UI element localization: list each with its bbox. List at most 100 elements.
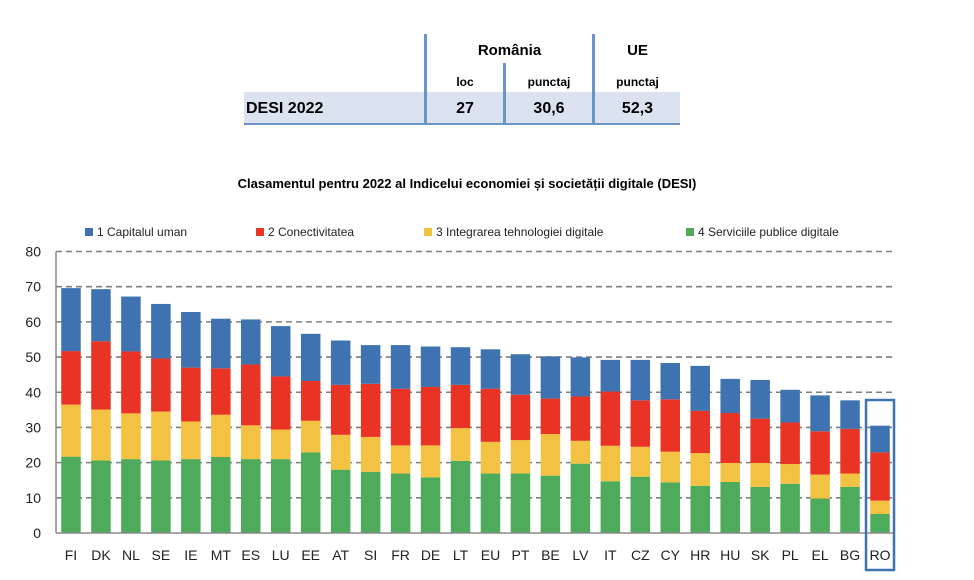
bar-segment-series1 [211,318,231,369]
bar-stack-el [810,395,830,533]
x-tick-label: PL [782,547,799,563]
highlight-layer [864,398,896,572]
bar-stack-dk [91,289,111,533]
bar-segment-series3 [660,451,681,483]
bar-segment-series3 [480,441,501,474]
bar-stack-lv [570,357,591,533]
bar-segment-series2 [121,351,141,414]
bar-segment-series2 [241,364,261,426]
x-tick-label: ES [241,547,260,563]
x-tick-label: RO [870,547,891,563]
bar-segment-series4 [241,459,261,533]
bar-segment-series1 [750,379,770,419]
bar-segment-series3 [91,409,111,461]
x-tick-label: EE [301,547,320,563]
bar-segment-series2 [360,383,381,437]
bar-segment-series3 [570,440,591,464]
bar-segment-series3 [600,445,621,482]
bar-segment-series2 [690,410,710,454]
bar-segment-series4 [420,477,441,533]
bar-segment-series3 [510,440,531,474]
bar-segment-series1 [390,345,411,389]
bar-stack-hu [720,378,740,533]
chart-legend: 1 Capitalul uman 2 Conectivitatea 3 Inte… [0,225,974,241]
bar-segment-series1 [630,359,651,401]
bar-stack-ro [870,425,890,533]
bar-stack-si [360,345,381,533]
bar-segment-series4 [810,498,830,533]
y-tick-label: 80 [25,244,41,260]
x-axis-labels: FI DK NL SE IE MT ES LU EE AT SI FR DE LT EU PT BE LV IT CZ… [65,547,891,563]
bar-segment-series4 [630,476,651,533]
bar-segment-series2 [780,422,800,465]
bar-stack-lt [450,347,471,533]
bar-segment-series4 [690,485,710,533]
bar-segment-series2 [660,399,681,452]
bar-segment-series4 [660,482,681,533]
bar-segment-series2 [720,413,740,463]
axes [55,251,895,534]
row-label-desi: DESI 2022 [246,100,324,117]
bar-segment-series1 [91,289,111,342]
bar-segment-series4 [510,473,531,533]
bar-segment-series3 [690,453,710,486]
bar-segment-series4 [61,456,81,533]
y-tick-label: 10 [25,490,41,506]
bar-segment-series1 [810,395,830,432]
bar-segment-series3 [840,473,860,487]
summary-divider-2 [503,63,506,125]
x-tick-label: NL [122,547,140,563]
bar-segment-series4 [570,463,591,533]
legend-item-capital-uman: 1 Capitalul uman [85,225,187,239]
bar-stack-fi [61,288,81,533]
bar-segment-series2 [390,388,411,446]
bar-segment-series1 [360,345,381,384]
bar-segment-series4 [181,459,201,533]
bar-segment-series2 [570,396,591,441]
bar-stack-it [600,359,621,533]
subheader-loc: loc [456,75,474,89]
bar-segment-series1 [450,347,471,385]
x-tick-label: BG [840,547,860,563]
bar-segment-series2 [630,400,651,447]
bar-segment-series3 [360,436,381,472]
bar-segment-series4 [840,486,860,533]
bar-segment-series2 [270,376,291,430]
x-tick-label: LU [272,547,290,563]
x-tick-label: CZ [631,547,650,563]
bar-stack-mt [211,318,231,533]
bar-stack-ie [181,312,201,533]
bar-segment-series3 [750,462,770,487]
x-tick-label: HR [690,547,710,563]
bar-segment-series3 [61,404,81,457]
stacked-bar-chart: 0 10 20 30 40 50 60 70 80 FI DK NL SE IE MT ES LU EE AT SI… [25,244,896,572]
bar-segment-series1 [300,333,321,381]
bar-segment-series2 [540,398,561,435]
bar-segment-series3 [390,445,411,474]
bar-segment-series3 [810,474,830,499]
bar-segment-series4 [720,481,740,533]
bar-segment-series2 [420,386,441,446]
bar-segment-series3 [870,500,890,514]
x-tick-label: CY [661,547,681,563]
bar-stack-pt [510,354,531,533]
highlight-box-ro [864,398,896,572]
bar-segment-series3 [300,420,321,453]
bar-segment-series1 [330,340,351,385]
bar-segment-series4 [211,456,231,533]
bar-segment-series4 [300,452,321,533]
bar-segment-series3 [450,428,471,461]
legend-swatch-yellow [424,228,432,236]
ro-rank-value: 27 [456,100,474,117]
bar-segment-series3 [780,464,800,484]
bar-segment-series4 [330,469,351,533]
legend-item-conectivitate: 2 Conectivitatea [256,225,354,239]
header-romania: România [477,42,542,59]
bar-segment-series1 [181,312,201,368]
bar-segment-series2 [211,368,231,415]
bar-segment-series1 [420,346,441,387]
bar-segment-series4 [360,471,381,533]
bar-segment-series2 [300,380,321,421]
bar-stack-cy [660,363,681,533]
bar-segment-series1 [121,296,141,352]
